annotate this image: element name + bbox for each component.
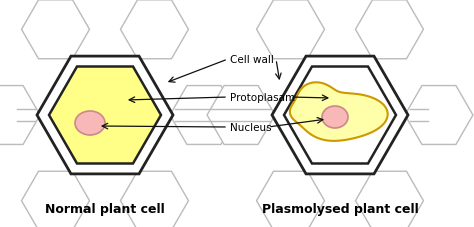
Polygon shape xyxy=(356,171,423,227)
Polygon shape xyxy=(37,57,173,174)
Polygon shape xyxy=(284,67,396,164)
Text: Nucleus: Nucleus xyxy=(230,122,272,132)
Ellipse shape xyxy=(75,111,105,135)
Polygon shape xyxy=(290,83,388,141)
Polygon shape xyxy=(21,171,90,227)
Polygon shape xyxy=(120,171,189,227)
Text: Normal plant cell: Normal plant cell xyxy=(45,203,165,216)
Text: Protoplasam: Protoplasam xyxy=(230,93,295,103)
Polygon shape xyxy=(170,86,238,145)
Polygon shape xyxy=(0,86,40,145)
Polygon shape xyxy=(207,86,275,145)
Text: Cell wall: Cell wall xyxy=(230,55,274,65)
Polygon shape xyxy=(120,1,189,59)
Polygon shape xyxy=(256,1,325,59)
Polygon shape xyxy=(272,57,408,174)
Polygon shape xyxy=(49,67,161,164)
Polygon shape xyxy=(356,1,423,59)
Polygon shape xyxy=(256,171,325,227)
Ellipse shape xyxy=(322,106,348,128)
Polygon shape xyxy=(21,1,90,59)
Text: Plasmolysed plant cell: Plasmolysed plant cell xyxy=(262,203,419,216)
Polygon shape xyxy=(405,86,473,145)
